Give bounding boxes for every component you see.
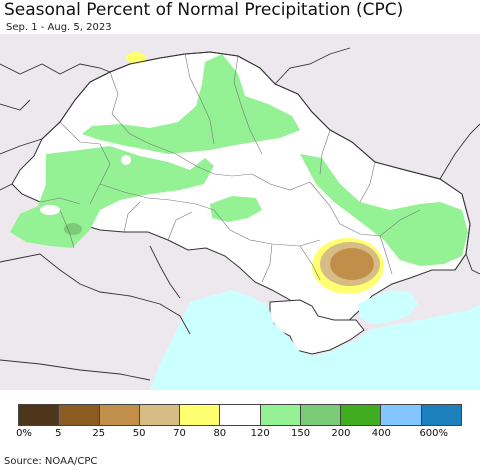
dry-zone-brown <box>330 248 374 280</box>
legend-tick-label: 150 <box>290 428 311 439</box>
legend-tick-label: 200 <box>331 428 351 439</box>
legend-swatch <box>139 405 181 425</box>
legend-swatch <box>300 405 342 425</box>
legend-tick-label: 50 <box>132 428 146 439</box>
oblast-borders <box>39 53 421 283</box>
azov-sea <box>358 290 418 324</box>
legend-swatch <box>180 405 221 425</box>
legend-tick-label: 120 <box>250 428 270 439</box>
precipitation-map <box>0 34 480 390</box>
legend-tick-label: 0% <box>16 428 32 439</box>
darker-green-spot <box>64 223 82 235</box>
legend-swatch <box>341 405 382 425</box>
source-note: Source: NOAA/CPC <box>4 456 98 467</box>
neighbor-borders <box>0 47 480 381</box>
green-zone-central <box>210 196 262 222</box>
legend-swatch <box>220 405 261 425</box>
legend-bar <box>18 404 462 426</box>
black-sea <box>150 290 480 390</box>
legend-tick-label: 600% <box>419 428 449 439</box>
legend-ticks: 0% 5 25 50 70 80 120 150 200 400 600% <box>0 428 480 442</box>
green-zone-north <box>82 54 300 154</box>
map-subtitle: Sep. 1 - Aug. 5, 2023 <box>6 22 112 33</box>
legend-tick-label: 5 <box>55 428 62 439</box>
legend-swatch <box>99 405 140 425</box>
map-title: Seasonal Percent of Normal Precipitation… <box>4 0 404 20</box>
green-zone-east <box>300 154 468 266</box>
yellow-spot-north <box>126 52 146 64</box>
legend-swatch <box>381 405 422 425</box>
white-spot-west <box>121 155 131 165</box>
legend-tick-label: 25 <box>92 428 106 439</box>
white-spot-southwest <box>40 205 60 215</box>
legend-swatch <box>59 405 100 425</box>
legend-swatch <box>19 405 60 425</box>
legend-tick-label: 70 <box>173 428 186 439</box>
legend-tick-label: 400 <box>371 428 391 439</box>
green-zone-west <box>10 146 214 248</box>
legend-swatch <box>421 405 461 425</box>
legend-tick-label: 80 <box>213 428 227 439</box>
legend-swatch <box>260 405 301 425</box>
